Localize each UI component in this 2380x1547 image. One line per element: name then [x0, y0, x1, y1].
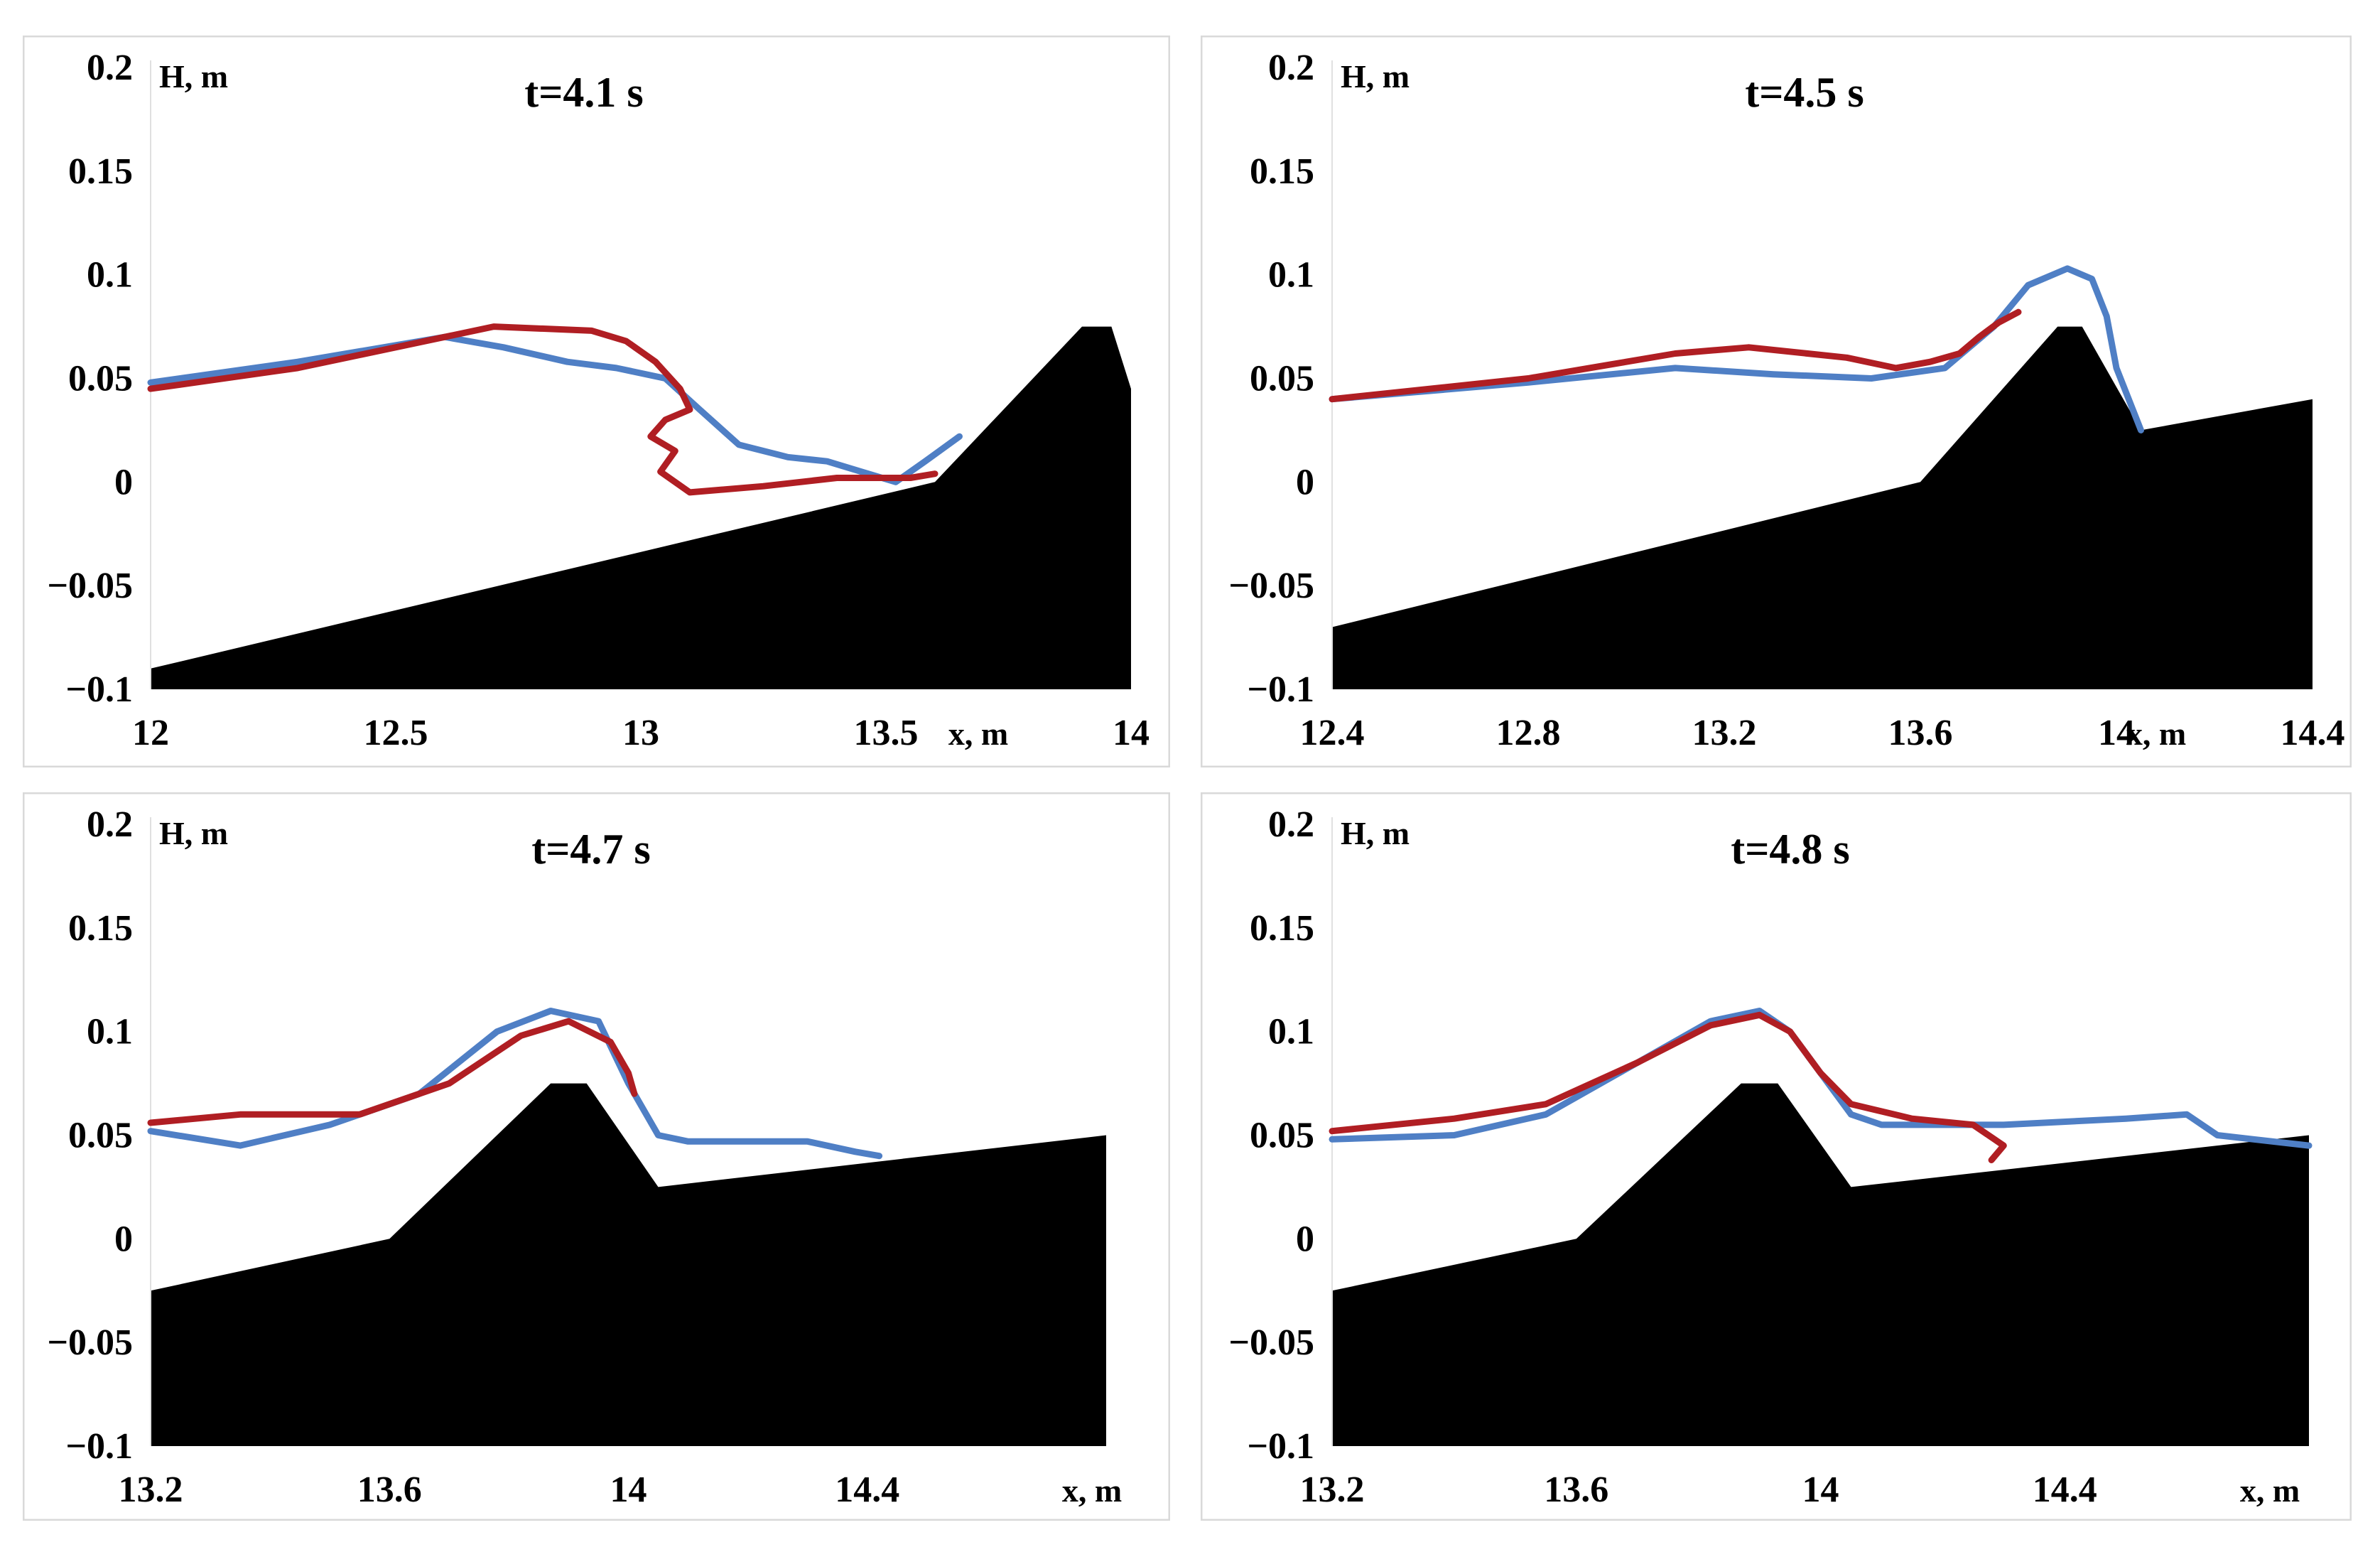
x-tick-label: 12 [132, 713, 169, 753]
x-tick-label: 13.6 [1544, 1470, 1608, 1510]
x-tick-label: 13.6 [357, 1470, 422, 1510]
y-axis-title: H, m [159, 58, 228, 95]
y-tick-label: 0.2 [1268, 804, 1314, 845]
y-tick-label: 0.1 [1268, 1012, 1314, 1052]
y-axis-title: H, m [1341, 58, 1410, 95]
y-tick-label: 0.2 [87, 48, 133, 88]
series-line-red [1329, 1011, 2007, 1163]
y-tick-label: 0.2 [1268, 48, 1314, 88]
y-tick-label: 0.1 [1268, 255, 1314, 296]
x-tick-label: 13.5 [854, 713, 919, 753]
y-tick-label: 0 [1296, 462, 1314, 502]
y-tick-label: 0.05 [68, 359, 133, 399]
y-tick-label: 0.05 [68, 1116, 133, 1156]
bottom-profile [151, 1083, 1106, 1446]
x-tick-label: 12.4 [1300, 713, 1365, 753]
x-tick-label: 14.4 [835, 1470, 899, 1510]
bottom-profile [1332, 326, 2313, 689]
x-axis-title: x, m [2126, 716, 2186, 752]
x-tick-label: 14.4 [2033, 1470, 2097, 1510]
y-tick-label: −0.1 [1247, 1426, 1314, 1467]
y-tick-label: −0.05 [47, 566, 133, 606]
series-line-red [147, 1018, 638, 1126]
bottom-profile [1332, 1083, 2309, 1446]
y-tick-label: −0.1 [65, 669, 133, 710]
y-tick-label: 0.1 [87, 255, 133, 296]
y-tick-label: 0.15 [68, 151, 133, 192]
y-tick-label: 0.2 [87, 804, 133, 845]
y-tick-label: 0 [114, 462, 133, 502]
x-axis-title: x, m [2240, 1472, 2300, 1509]
bottom-profile [151, 326, 1131, 689]
chart-panel-2: 0.2 0.15 0.1 0.05 0 −0.05 −0.112.4 12.8 13.2 13.6… [1201, 36, 2352, 767]
x-tick-label: 14 [1802, 1470, 1839, 1510]
y-tick-label: 0.15 [68, 908, 133, 949]
y-tick-label: −0.05 [1228, 566, 1314, 606]
x-tick-label: 14.4 [2281, 713, 2345, 753]
y-tick-label: 0.05 [1250, 359, 1314, 399]
chart-panel-1: 0.2 0.15 0.1 0.05 0 −0.05 −0.112 12.5 13 13.5 14 H,… [23, 36, 1170, 767]
y-axis-title: H, m [159, 815, 228, 851]
panel-title: t=4.1 s [524, 69, 644, 116]
y-tick-label: 0.15 [1250, 908, 1314, 949]
chart-panel-3: 0.2 0.15 0.1 0.05 0 −0.05 −0.113.2 13.6 14 14.4 H,… [23, 792, 1170, 1521]
x-axis-title: x, m [1062, 1472, 1122, 1509]
x-tick-label: 12.5 [364, 713, 428, 753]
panel-title: t=4.7 s [531, 826, 651, 873]
x-tick-label: 13.2 [1692, 713, 1757, 753]
x-tick-label: 14 [1113, 713, 1150, 753]
x-axis-title: x, m [948, 716, 1008, 752]
x-tick-label: 13 [622, 713, 659, 753]
x-tick-label: 13.2 [119, 1470, 183, 1510]
x-tick-label: 12.8 [1496, 713, 1561, 753]
panel-title: t=4.5 s [1745, 69, 1864, 116]
series-line-red [147, 323, 939, 496]
x-tick-label: 14 [610, 1470, 647, 1510]
y-tick-label: −0.1 [65, 1426, 133, 1467]
y-tick-label: 0 [114, 1219, 133, 1259]
series-line-blue [147, 1008, 883, 1160]
x-tick-label: 13.6 [1888, 713, 1953, 753]
y-tick-label: −0.1 [1247, 669, 1314, 710]
chart-panel-4: 0.2 0.15 0.1 0.05 0 −0.05 −0.113.2 13.6 14 14.4 H,… [1201, 792, 2352, 1521]
x-tick-label: 14 [2098, 713, 2135, 753]
y-tick-label: 0 [1296, 1219, 1314, 1259]
y-tick-label: 0.1 [87, 1012, 133, 1052]
y-tick-label: −0.05 [47, 1322, 133, 1363]
y-tick-label: 0.05 [1250, 1116, 1314, 1156]
panel-title: t=4.8 s [1731, 826, 1850, 873]
series-line-red [1329, 308, 2022, 403]
y-axis-title: H, m [1341, 815, 1410, 851]
y-tick-label: 0.15 [1250, 151, 1314, 192]
x-tick-label: 13.2 [1300, 1470, 1365, 1510]
y-tick-label: −0.05 [1228, 1322, 1314, 1363]
